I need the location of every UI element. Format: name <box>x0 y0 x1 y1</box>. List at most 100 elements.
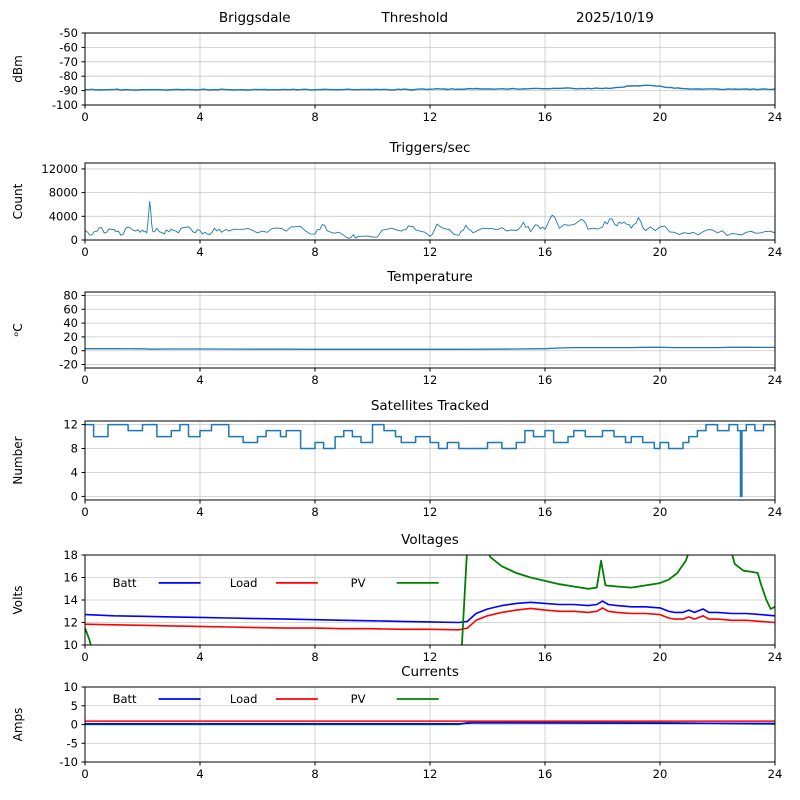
y-axis-label: Volts <box>11 586 25 615</box>
chart-title: Triggers/sec <box>389 140 471 156</box>
y-tick-label: -100 <box>52 98 78 112</box>
legend: Batt Load PV <box>113 576 439 590</box>
x-tick-label: 0 <box>81 245 88 259</box>
x-tick-label: 8 <box>311 767 318 781</box>
y-tick-label: 5 <box>71 699 78 713</box>
triggers-plot: 0 4 8 12 16 20 24 0 4000 8000 12000 Triggers/sec Cou… <box>11 140 783 259</box>
chart-voltages: 0 4 8 12 16 20 24 10 12 14 16 18 Voltages Volts Batt Lo… <box>0 525 800 662</box>
satellites-plot: 0 4 8 12 16 20 24 0 4 8 12 Satellites Tracked Number <box>11 398 782 519</box>
series-load-volts <box>85 607 775 631</box>
x-tick-label: 24 <box>768 767 783 781</box>
series-temperature-c <box>85 346 775 350</box>
legend: Batt Load PV <box>113 692 439 706</box>
grid <box>84 163 776 241</box>
y-tick-label: 0 <box>71 344 78 358</box>
x-tick-label: 12 <box>423 767 438 781</box>
chart-title: Satellites Tracked <box>371 398 489 414</box>
chart-triggers: 0 4 8 12 16 20 24 0 4000 8000 12000 Triggers/sec Cou… <box>0 130 800 262</box>
y-tick-label: 0 <box>71 718 78 732</box>
x-tick-label: 16 <box>538 373 553 387</box>
x-tick-label: 20 <box>653 767 668 781</box>
y-tick-label: 8000 <box>49 186 78 200</box>
legend-label: PV <box>351 692 366 706</box>
y-axis-label: ᵒC <box>11 323 25 336</box>
y-axis-label: Count <box>11 183 25 219</box>
voltages-plot: 0 4 8 12 16 20 24 10 12 14 16 18 Voltages Volts Batt Lo… <box>11 532 783 662</box>
x-tick-label: 8 <box>311 110 318 124</box>
y-axis-label: Number <box>11 436 25 484</box>
chart-title: Briggsdale <box>219 10 291 26</box>
x-tick-label: 0 <box>81 110 88 124</box>
x-tick-label: 4 <box>196 767 203 781</box>
x-tick-label: 4 <box>196 373 203 387</box>
threshold-plot: 0 4 8 12 16 20 24 -50-60-70-80-90-100 Briggsdale… <box>11 10 783 124</box>
y-tick-label: 12000 <box>41 162 78 176</box>
legend-label: PV <box>351 576 366 590</box>
y-tick-label: 80 <box>63 288 78 302</box>
series-satellites-tracked <box>85 423 775 498</box>
y-tick-label: -20 <box>59 358 78 372</box>
y-tick-label: 4000 <box>49 209 78 223</box>
x-tick-label: 8 <box>311 650 318 662</box>
y-tick-label: 0 <box>71 233 78 247</box>
x-tick-label: 4 <box>196 110 203 124</box>
x-tick-label: 12 <box>423 110 438 124</box>
y-tick-label: 8 <box>71 442 78 456</box>
x-tick-label: 24 <box>768 110 783 124</box>
chart-title: 2025/10/19 <box>576 10 654 26</box>
x-tick-label: 20 <box>653 110 668 124</box>
series-triggers-per-sec <box>85 201 775 239</box>
chart-satellites: 0 4 8 12 16 20 24 0 4 8 12 Satellites Tracked Number <box>0 395 800 525</box>
x-tick-label: 20 <box>653 245 668 259</box>
series-signal-dbm <box>85 84 775 91</box>
x-tick-label: 16 <box>538 650 553 662</box>
y-tick-label: 10 <box>63 680 78 694</box>
chart-title: Threshold <box>381 10 449 26</box>
x-tick-label: 0 <box>81 650 88 662</box>
x-tick-label: 16 <box>538 245 553 259</box>
x-tick-label: 0 <box>81 767 88 781</box>
y-axis-label: dBm <box>11 55 25 83</box>
x-tick-label: 16 <box>538 110 553 124</box>
x-tick-label: 16 <box>538 767 553 781</box>
x-tick-label: 24 <box>768 245 783 259</box>
y-tick-label: -60 <box>59 40 78 54</box>
x-tick-label: 8 <box>311 505 318 519</box>
y-tick-label: -90 <box>59 84 78 98</box>
y-tick-label: 20 <box>63 330 78 344</box>
chart-threshold: 0 4 8 12 16 20 24 -50 -60 -70 -80 -90 -100 Briggsdale… <box>0 0 800 130</box>
x-tick-label: 12 <box>423 505 438 519</box>
y-tick-label: 18 <box>63 548 78 562</box>
legend-label: Batt <box>113 692 137 706</box>
chart-title: Currents <box>401 664 459 680</box>
x-tick-label: 12 <box>423 245 438 259</box>
grid <box>84 292 776 368</box>
x-tick-label: 16 <box>538 505 553 519</box>
x-tick-label: 4 <box>196 650 203 662</box>
grid <box>84 554 776 646</box>
x-tick-label: 20 <box>653 373 668 387</box>
legend-label: Load <box>230 576 258 590</box>
x-tick-label: 24 <box>768 650 783 662</box>
y-tick-label: 0 <box>71 489 78 503</box>
x-tick-label: 8 <box>311 245 318 259</box>
x-tick-label: 20 <box>653 650 668 662</box>
y-tick-label: 60 <box>63 302 78 316</box>
y-tick-label: 12 <box>63 418 78 432</box>
y-tick-label: 4 <box>71 465 78 479</box>
y-tick-label: -50 <box>59 26 78 40</box>
x-tick-label: 8 <box>311 373 318 387</box>
y-tick-label: -80 <box>59 69 78 83</box>
currents-plot: 0 4 8 12 16 20 24 -10 -5 0 5 10 Currents Amps Batt Load… <box>11 664 783 781</box>
y-tick-label: -10 <box>59 755 78 769</box>
y-tick-label: -5 <box>67 736 78 750</box>
legend-label: Batt <box>113 576 137 590</box>
x-tick-label: 0 <box>81 505 88 519</box>
chart-currents: 0 4 8 12 16 20 24 -10 -5 0 5 10 Currents Amps Batt Load… <box>0 662 800 800</box>
chart-title: Voltages <box>401 532 459 548</box>
x-tick-label: 4 <box>196 245 203 259</box>
chart-title: Temperature <box>386 269 473 285</box>
grid <box>84 32 776 106</box>
series-batt-volts <box>85 600 775 624</box>
